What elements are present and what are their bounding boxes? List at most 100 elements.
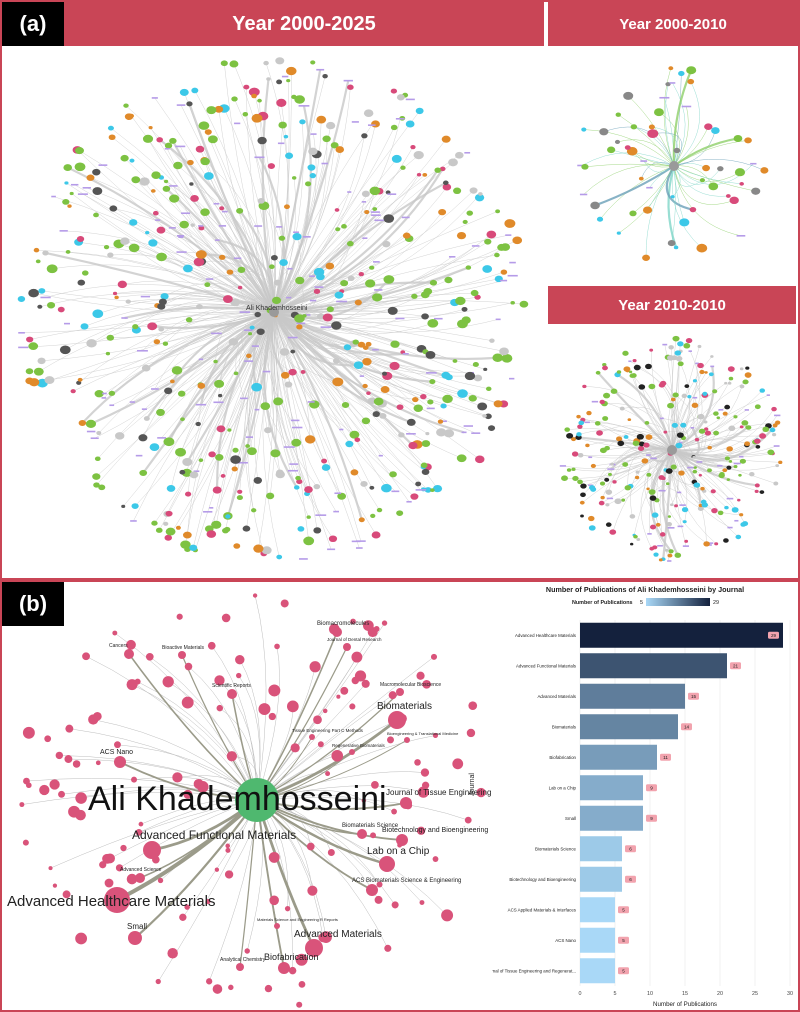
network-node xyxy=(156,226,166,234)
network-edge xyxy=(273,311,381,456)
network-node xyxy=(439,166,446,172)
network-edge xyxy=(273,311,462,459)
network-node xyxy=(667,515,672,518)
network-node xyxy=(495,209,501,214)
network-node xyxy=(667,402,675,409)
network-node xyxy=(728,376,734,381)
network-node xyxy=(728,460,733,463)
network-node xyxy=(722,411,728,416)
journal-edge xyxy=(256,771,425,801)
network-edge xyxy=(652,132,683,167)
network-node xyxy=(349,430,360,439)
network-node xyxy=(373,397,384,406)
network-node xyxy=(164,387,173,395)
network-node xyxy=(724,404,731,410)
network-node xyxy=(334,291,344,299)
network-edge xyxy=(65,307,275,350)
network-edge xyxy=(662,449,679,556)
network-node xyxy=(163,179,169,184)
journal-node xyxy=(135,828,143,836)
journal-node xyxy=(93,712,102,721)
network-node xyxy=(189,471,199,479)
network-node xyxy=(713,430,719,436)
network-edge xyxy=(49,311,275,381)
network-node xyxy=(704,123,713,131)
network-node xyxy=(229,60,239,68)
network-node xyxy=(237,461,248,464)
network-node xyxy=(131,503,139,509)
network-node xyxy=(121,504,126,509)
category-label: Small xyxy=(565,816,576,821)
journal-node-major xyxy=(135,873,145,883)
network-node xyxy=(402,353,409,355)
network-edge xyxy=(673,73,682,167)
network-node xyxy=(321,464,331,471)
journal-node xyxy=(252,593,258,598)
network-node xyxy=(452,359,458,363)
network-node xyxy=(237,266,246,273)
network-node xyxy=(213,202,220,205)
network-node xyxy=(711,508,718,514)
network-node xyxy=(170,379,175,384)
network-node xyxy=(658,558,663,562)
network-node xyxy=(685,337,693,344)
network-edge xyxy=(273,155,460,313)
network-node xyxy=(306,515,311,519)
journal-label: Tissue Engineering Part C Methods xyxy=(292,728,364,733)
bar xyxy=(580,836,622,862)
journal-node xyxy=(381,620,388,626)
network-node xyxy=(354,437,361,443)
network-node xyxy=(141,408,147,410)
network-node xyxy=(47,301,56,309)
data-label-bg xyxy=(646,814,657,822)
journal-node xyxy=(351,651,363,663)
network-node xyxy=(239,397,248,400)
network-node xyxy=(230,298,240,307)
network-node xyxy=(374,289,383,291)
network-node xyxy=(461,316,471,324)
network-edge xyxy=(673,158,765,171)
network-node xyxy=(150,189,156,193)
network-node xyxy=(649,348,654,352)
network-node xyxy=(423,287,433,295)
network-node xyxy=(294,95,305,104)
network-node xyxy=(755,444,761,449)
network-node xyxy=(355,547,363,549)
network-node xyxy=(293,485,300,490)
network-edge xyxy=(603,126,675,167)
network-node xyxy=(413,404,423,413)
network-node xyxy=(366,391,371,396)
network-node xyxy=(442,183,452,191)
journal-node xyxy=(216,704,224,712)
network-node xyxy=(325,262,335,270)
network-node xyxy=(251,113,263,123)
network-node xyxy=(135,454,143,457)
network-node xyxy=(389,361,400,371)
network-node xyxy=(341,402,350,408)
network-edge xyxy=(116,293,275,313)
network-node xyxy=(381,483,392,493)
network-node xyxy=(681,507,689,513)
network-node xyxy=(37,357,46,365)
network-node xyxy=(696,461,703,463)
network-node xyxy=(667,240,676,247)
network-node xyxy=(432,484,443,493)
grid: 0 5 10 15 20 25 30 xyxy=(579,620,793,997)
journal-node xyxy=(268,684,281,697)
network-node xyxy=(707,544,712,546)
network-node xyxy=(143,416,150,421)
journal-node xyxy=(131,776,138,783)
journal-node xyxy=(306,842,315,851)
journal-node xyxy=(82,652,90,661)
network-node xyxy=(504,219,516,228)
network-node xyxy=(586,410,592,416)
network-edge xyxy=(67,166,275,313)
network-node xyxy=(686,66,697,75)
network-edge xyxy=(670,338,677,451)
data-label: 14 xyxy=(684,725,690,730)
network-node xyxy=(93,212,99,218)
network-node xyxy=(108,134,116,140)
network-node xyxy=(92,473,101,480)
network-node xyxy=(649,524,657,530)
network-node xyxy=(630,542,634,546)
